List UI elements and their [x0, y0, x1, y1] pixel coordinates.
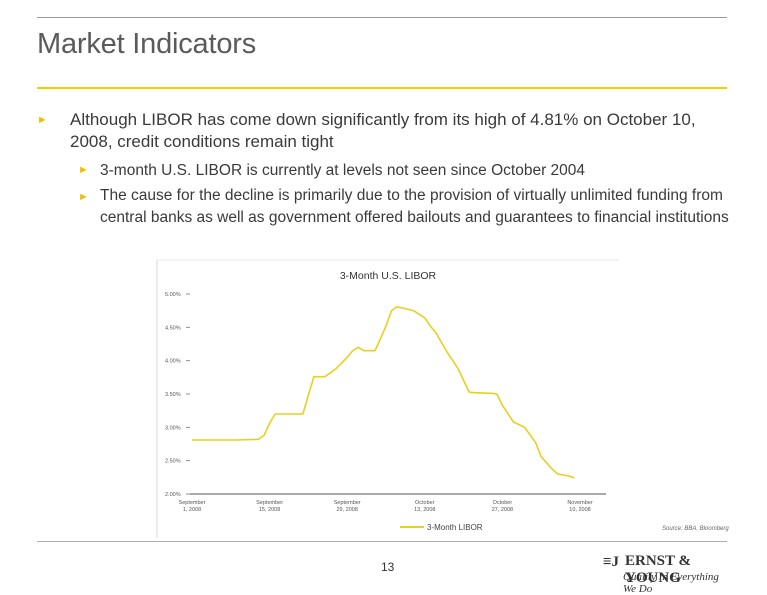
- source-note: Source: BBA, Bloomberg: [662, 526, 729, 532]
- x-tick-label: 29, 2008: [336, 507, 357, 513]
- x-tick-label: 15, 2008: [259, 507, 280, 513]
- legend-label: 3-Month LIBOR: [427, 523, 483, 532]
- page-title: Market Indicators: [37, 28, 257, 60]
- y-tick-label: 2.00%: [165, 492, 181, 498]
- ernst-young-logo: ≡J ERNST & YOUNG Quality In Everything W…: [603, 553, 733, 595]
- x-tick-label: 13, 2008: [414, 507, 435, 513]
- y-tick-label: 4.00%: [165, 359, 181, 365]
- page-number: 13: [381, 560, 395, 574]
- y-tick-label: 4.50%: [165, 325, 181, 331]
- y-tick-label: 3.00%: [165, 425, 181, 431]
- chart-title: 3-Month U.S. LIBOR: [340, 270, 437, 282]
- x-tick-label: September: [179, 500, 206, 506]
- x-tick-label: October: [415, 500, 435, 506]
- footer-rule: [37, 541, 727, 542]
- x-tick-label: 27, 2008: [492, 507, 513, 513]
- x-tick-label: September: [256, 500, 283, 506]
- sub-bullet-marker: ►: [78, 191, 89, 203]
- x-tick-label: September: [334, 500, 361, 506]
- y-tick-label: 3.50%: [165, 392, 181, 398]
- logo-name: ERNST & YOUNG: [625, 553, 691, 586]
- top-rule: [37, 17, 727, 18]
- x-tick-label: 10, 2008: [569, 507, 590, 513]
- main-bullet-text: Although LIBOR has come down significant…: [70, 110, 696, 151]
- logo-mark-icon: ≡J: [603, 554, 620, 570]
- bullet-marker: ►: [37, 114, 48, 126]
- logo-tagline: Quality In Everything We Do: [623, 571, 719, 595]
- y-tick-label: 5.00%: [165, 292, 181, 298]
- libor-series-line: [192, 305, 575, 479]
- sub-bullet-marker: ►: [78, 164, 89, 176]
- title-underline: [37, 87, 727, 89]
- x-tick-label: November: [567, 500, 593, 506]
- x-tick-label: 1, 2008: [183, 507, 201, 513]
- x-tick-label: October: [493, 500, 513, 506]
- sub-bullet-text-2: The cause for the decline is primarily d…: [100, 187, 729, 226]
- y-tick-label: 2.50%: [165, 459, 181, 465]
- sub-bullet-text-1: 3-month U.S. LIBOR is currently at level…: [100, 162, 586, 179]
- chart-background: [157, 260, 619, 538]
